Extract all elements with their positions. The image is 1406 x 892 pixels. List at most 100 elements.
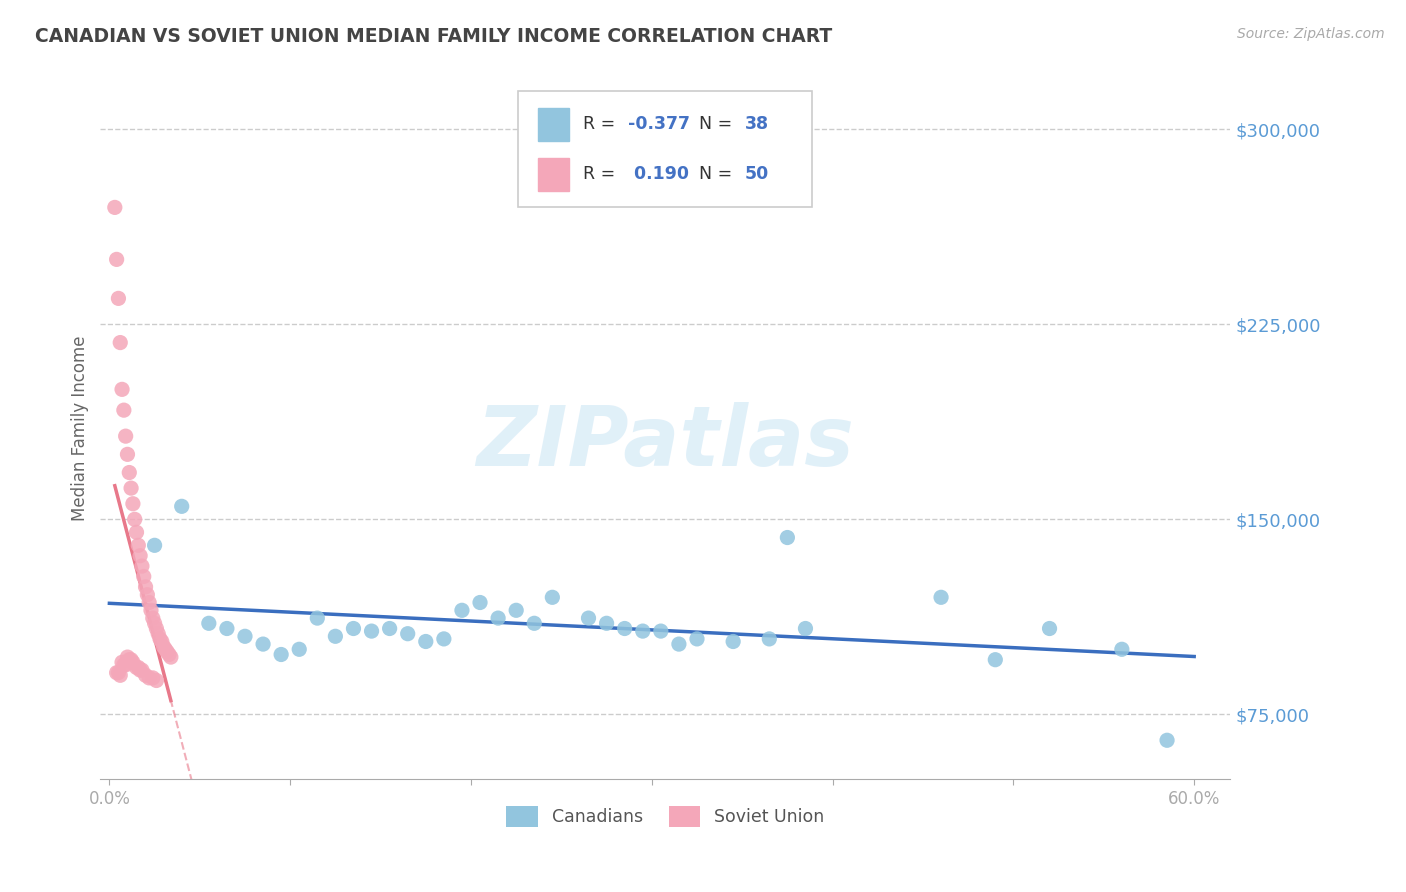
Point — [631, 624, 654, 639]
Point — [686, 632, 709, 646]
Point — [124, 512, 146, 526]
Point — [111, 383, 134, 397]
Point — [148, 626, 170, 640]
Point — [114, 429, 136, 443]
Point — [160, 650, 183, 665]
Point — [668, 637, 690, 651]
Point — [125, 525, 148, 540]
Point — [135, 668, 157, 682]
Point — [984, 653, 1007, 667]
Point — [156, 645, 179, 659]
Point — [929, 591, 952, 605]
Point — [758, 632, 780, 646]
Point — [142, 611, 165, 625]
Legend: Canadians, Soviet Union: Canadians, Soviet Union — [499, 798, 831, 834]
Point — [131, 663, 153, 677]
Point — [120, 653, 142, 667]
Point — [1156, 733, 1178, 747]
Point — [252, 637, 274, 651]
Point — [451, 603, 474, 617]
Point — [433, 632, 456, 646]
Point — [127, 660, 149, 674]
Point — [152, 640, 174, 654]
Point — [360, 624, 382, 639]
Point — [107, 665, 129, 680]
Point — [523, 616, 546, 631]
Text: R =: R = — [583, 115, 620, 134]
Point — [1111, 642, 1133, 657]
Point — [155, 642, 177, 657]
Point — [613, 622, 636, 636]
Point — [145, 622, 167, 636]
Point — [131, 559, 153, 574]
Point — [157, 648, 180, 662]
Point — [215, 622, 238, 636]
Point — [794, 622, 817, 636]
Point — [118, 466, 141, 480]
Point — [150, 634, 173, 648]
FancyBboxPatch shape — [519, 92, 813, 207]
Point — [325, 629, 347, 643]
Point — [105, 665, 128, 680]
Point — [143, 616, 166, 631]
Point — [118, 653, 141, 667]
Y-axis label: Median Family Income: Median Family Income — [72, 335, 89, 521]
Text: ZIPatlas: ZIPatlas — [477, 402, 855, 483]
Point — [111, 655, 134, 669]
Point — [288, 642, 311, 657]
Point — [468, 595, 491, 609]
Point — [120, 481, 142, 495]
Point — [721, 634, 744, 648]
Point — [486, 611, 509, 625]
Point — [112, 403, 135, 417]
Point — [415, 634, 437, 648]
Point — [135, 580, 157, 594]
Point — [307, 611, 329, 625]
Point — [125, 660, 148, 674]
Point — [145, 673, 167, 688]
Point — [129, 549, 152, 563]
Point — [117, 650, 139, 665]
Point — [132, 569, 155, 583]
Point — [505, 603, 527, 617]
Point — [142, 671, 165, 685]
Point — [270, 648, 292, 662]
Point — [149, 632, 172, 646]
Bar — [537, 108, 569, 141]
Point — [198, 616, 221, 631]
Point — [595, 616, 617, 631]
Text: 38: 38 — [744, 115, 769, 134]
Point — [114, 657, 136, 672]
Text: CANADIAN VS SOVIET UNION MEDIAN FAMILY INCOME CORRELATION CHART: CANADIAN VS SOVIET UNION MEDIAN FAMILY I… — [35, 27, 832, 45]
Point — [541, 591, 564, 605]
Point — [378, 622, 401, 636]
Point — [1038, 622, 1060, 636]
Text: -0.377: -0.377 — [628, 115, 690, 134]
Point — [342, 622, 364, 636]
Text: R =: R = — [583, 165, 620, 184]
Text: 50: 50 — [744, 165, 769, 184]
Point — [136, 588, 159, 602]
Text: 0.190: 0.190 — [628, 165, 689, 184]
Bar — [537, 158, 569, 191]
Point — [127, 538, 149, 552]
Point — [110, 335, 132, 350]
Point — [396, 626, 419, 640]
Point — [105, 252, 128, 267]
Point — [110, 668, 132, 682]
Point — [233, 629, 256, 643]
Point — [776, 531, 799, 545]
Point — [129, 663, 152, 677]
Point — [578, 611, 600, 625]
Point — [122, 497, 145, 511]
Point — [139, 603, 162, 617]
Text: Source: ZipAtlas.com: Source: ZipAtlas.com — [1237, 27, 1385, 41]
Point — [112, 657, 135, 672]
Point — [650, 624, 672, 639]
Point — [143, 538, 166, 552]
Point — [138, 595, 160, 609]
Point — [107, 292, 129, 306]
Text: N =: N = — [699, 115, 738, 134]
Point — [122, 655, 145, 669]
Point — [104, 201, 127, 215]
